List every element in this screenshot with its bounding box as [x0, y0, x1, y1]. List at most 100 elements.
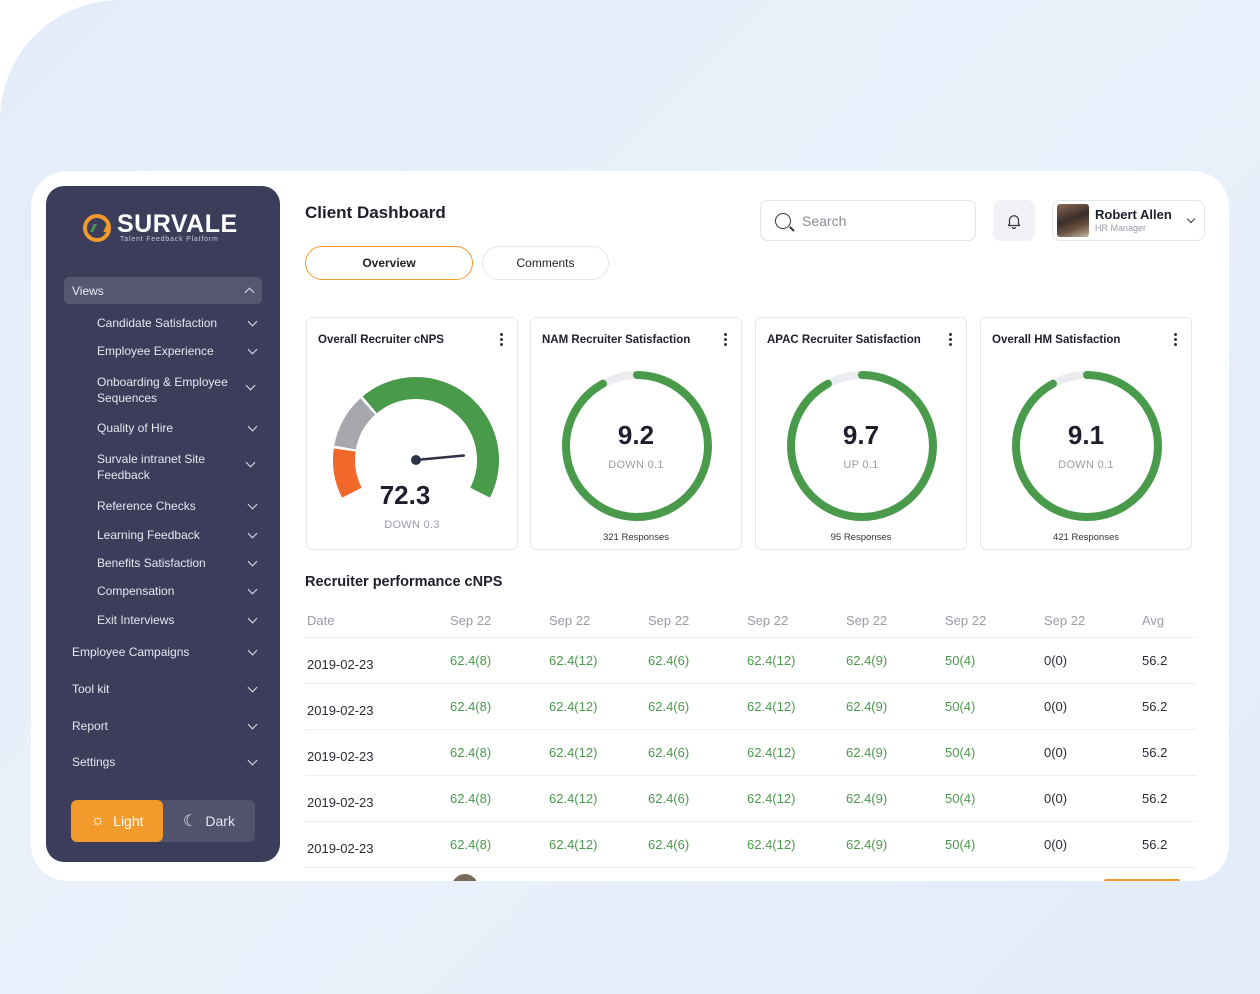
kpi-value: 9.7	[842, 420, 880, 450]
table-row[interactable]: 2019-02-23 62.4(8) 62.4(12) 62.4(6) 62.4(12)…	[305, 638, 1197, 684]
table-row[interactable]: 2019-02-23 62.4(8) 62.4(12) 62.4(6) 62.4(12)…	[305, 776, 1197, 822]
column-header[interactable]: Sep 22	[450, 612, 492, 628]
sidebar-item-employee-experience[interactable]: Employee Experience	[97, 343, 265, 359]
sidebar-item-reference-checks[interactable]: Reference Checks	[97, 498, 265, 514]
sidebar-item-onboarding[interactable]: Onboarding & Employee Sequences	[97, 375, 228, 405]
column-header[interactable]: Date	[307, 612, 335, 628]
kpi-card-overall-recruiter-cnps: Overall Recruiter cNPS 72.3 DOWN 0.3	[306, 317, 518, 550]
sidebar-item-quality-of-hire[interactable]: Quality of Hire	[97, 420, 265, 436]
kpi-title: APAC Recruiter Satisfaction	[767, 334, 921, 346]
more-options-icon[interactable]	[500, 333, 503, 348]
column-header[interactable]: Sep 22	[1044, 612, 1086, 628]
satisfaction-ring	[1012, 371, 1162, 521]
more-options-icon[interactable]	[1174, 333, 1177, 348]
sidebar-item-benefits-satisfaction[interactable]: Benefits Satisfaction	[97, 555, 265, 571]
sun-icon: ☼	[90, 812, 106, 829]
chevron-down-icon	[247, 719, 258, 729]
gauge-segment-orange	[333, 448, 362, 498]
column-header[interactable]: Avg	[1142, 612, 1165, 628]
kpi-card-apac-recruiter-satisfaction: APAC Recruiter Satisfaction 9.7 UP 0.1 9…	[755, 317, 967, 550]
sidebar-item-employee-campaigns[interactable]: Employee Campaigns	[72, 644, 265, 660]
chevron-down-icon	[247, 755, 258, 765]
search-box[interactable]: Search	[760, 200, 976, 241]
kpi-title: Overall Recruiter cNPS	[318, 334, 444, 346]
table-cell: 62.4(6)	[648, 745, 690, 760]
table-cell: 62.4(9)	[846, 837, 888, 852]
satisfaction-ring	[787, 371, 937, 521]
table-cell: 62.4(8)	[450, 699, 492, 714]
dashboard-window: SURVALE Talent Feedback Platform Views C…	[31, 171, 1229, 881]
chevron-up-icon	[244, 287, 255, 297]
tab-comments[interactable]: Comments	[482, 246, 609, 280]
chevron-down-icon	[247, 316, 258, 326]
search-icon	[775, 212, 791, 229]
table-cell: 62.4(12)	[549, 745, 598, 760]
kpi-title: Overall HM Satisfaction	[992, 334, 1121, 346]
button-partial[interactable]	[1104, 879, 1180, 881]
bell-icon	[1007, 214, 1021, 229]
table-row[interactable]: 2019-02-23 62.4(8) 62.4(12) 62.4(6) 62.4(12)…	[305, 822, 1197, 868]
chevron-down-icon	[247, 645, 258, 655]
kpi-change: UP 0.1	[843, 459, 879, 471]
table-cell: 62.4(9)	[846, 745, 888, 760]
table-cell: 62.4(6)	[648, 699, 690, 714]
table-cell: 62.4(12)	[549, 653, 598, 668]
sidebar-item-intranet-feedback[interactable]: Survale intranet Site Feedback	[97, 452, 206, 482]
notifications-button[interactable]	[993, 200, 1035, 241]
column-header[interactable]: Sep 22	[648, 612, 690, 628]
ring-progress	[787, 371, 937, 521]
table-cell: 0(0)	[1044, 745, 1068, 760]
more-options-icon[interactable]	[949, 333, 952, 348]
gauge-segment-gray	[334, 398, 376, 450]
table-cell: 62.4(9)	[846, 699, 888, 714]
user-menu[interactable]: Robert Allen HR Manager	[1052, 200, 1205, 241]
performance-table: Date Sep 22 Sep 22 Sep 22 Sep 22 Sep 22 Sep 22…	[305, 603, 1197, 868]
chevron-down-icon	[247, 528, 258, 538]
column-header[interactable]: Sep 22	[549, 612, 591, 628]
table-cell: 62.4(8)	[450, 653, 492, 668]
table-cell: 62.4(8)	[450, 745, 492, 760]
user-name: Robert Allen	[1095, 206, 1172, 222]
gauge-needle	[414, 454, 466, 462]
table-cell: 50(4)	[945, 745, 976, 760]
survale-logo: SURVALE Talent Feedback Platform	[83, 212, 238, 243]
kpi-responses: 95 Responses	[830, 532, 892, 543]
gauge-hub	[411, 455, 421, 465]
sidebar-item-candidate-satisfaction[interactable]: Candidate Satisfaction	[97, 315, 265, 331]
moon-icon: ☾	[183, 813, 198, 830]
table-cell: 62.4(12)	[747, 745, 796, 760]
sidebar-item-exit-interviews[interactable]: Exit Interviews	[97, 612, 265, 628]
sidebar-item-settings[interactable]: Settings	[72, 754, 265, 770]
table-cell: 2019-02-23	[307, 841, 374, 856]
light-theme-button[interactable]: ☼ Light	[71, 800, 163, 842]
more-options-icon[interactable]	[724, 333, 727, 348]
views-toggle[interactable]: Views	[64, 277, 262, 304]
table-header-row: Date Sep 22 Sep 22 Sep 22 Sep 22 Sep 22 Sep 22…	[305, 603, 1197, 638]
kpi-responses: 321 Responses	[602, 532, 670, 543]
table-cell: 62.4(12)	[747, 837, 796, 852]
table-cell: 62.4(12)	[549, 699, 598, 714]
sidebar-item-compensation[interactable]: Compensation	[97, 583, 265, 599]
sidebar-item-tool-kit[interactable]: Tool kit	[72, 681, 265, 697]
column-header[interactable]: Sep 22	[747, 612, 789, 628]
table-cell: 62.4(12)	[549, 791, 598, 806]
sidebar-item-report[interactable]: Report	[72, 718, 265, 734]
table-cell: 2019-02-23	[307, 749, 374, 764]
table-cell: 2019-02-23	[307, 703, 374, 718]
table-row[interactable]: 2019-02-23 62.4(8) 62.4(12) 62.4(6) 62.4(12)…	[305, 684, 1197, 730]
table-cell: 0(0)	[1044, 699, 1068, 714]
column-header[interactable]: Sep 22	[945, 612, 987, 628]
column-header[interactable]: Sep 22	[846, 612, 888, 628]
chevron-down-icon	[247, 682, 258, 692]
chevron-down-icon	[247, 499, 258, 509]
table-cell: 0(0)	[1044, 653, 1068, 668]
dark-theme-button[interactable]: ☾ Dark	[183, 813, 235, 830]
table-row[interactable]: 2019-02-23 62.4(8) 62.4(12) 62.4(6) 62.4(12)…	[305, 730, 1197, 776]
search-input[interactable]: Search	[802, 212, 847, 229]
avatar	[452, 874, 478, 881]
logo-tagline: Talent Feedback Platform	[120, 236, 219, 243]
table-cell: 62.4(12)	[747, 653, 796, 668]
page-title: Client Dashboard	[305, 203, 446, 222]
tab-overview[interactable]: Overview	[305, 246, 473, 280]
sidebar-item-learning-feedback[interactable]: Learning Feedback	[97, 527, 265, 543]
